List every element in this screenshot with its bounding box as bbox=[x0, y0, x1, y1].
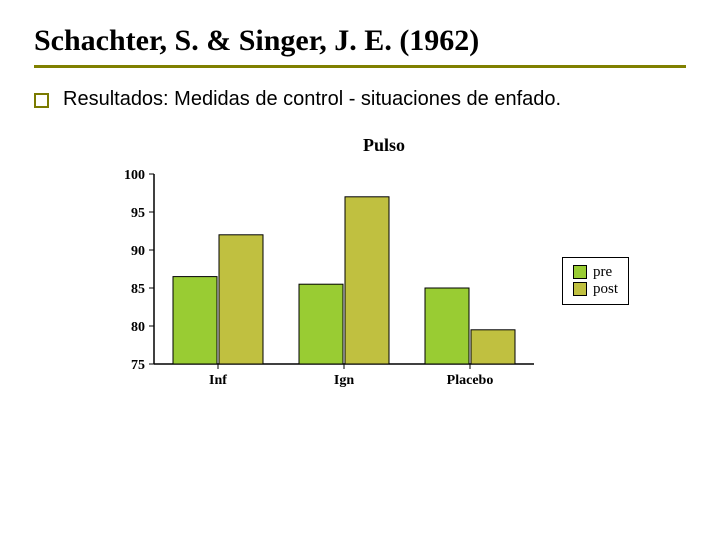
chart-container: Pulso 75 80 85 90 95 100 Inf Ign Placebo pre pos… bbox=[104, 135, 664, 392]
svg-text:100: 100 bbox=[124, 170, 145, 183]
legend-item-post: post bbox=[573, 281, 618, 298]
chart-legend: pre post bbox=[562, 257, 629, 305]
svg-text:Inf: Inf bbox=[209, 373, 227, 388]
legend-label-pre: pre bbox=[593, 264, 612, 281]
svg-text:80: 80 bbox=[131, 320, 145, 335]
svg-text:85: 85 bbox=[131, 282, 145, 297]
chart-title: Pulso bbox=[104, 135, 664, 156]
legend-item-pre: pre bbox=[573, 264, 618, 281]
svg-text:90: 90 bbox=[131, 244, 145, 259]
svg-text:Placebo: Placebo bbox=[447, 373, 494, 388]
svg-text:95: 95 bbox=[131, 206, 145, 221]
bar-chart: 75 80 85 90 95 100 Inf Ign Placebo bbox=[104, 170, 540, 392]
legend-swatch-post bbox=[573, 282, 587, 296]
svg-text:75: 75 bbox=[131, 358, 145, 373]
slide-title: Schachter, S. & Singer, J. E. (1962) bbox=[34, 24, 686, 59]
bullet-text: Resultados: Medidas de control - situaci… bbox=[63, 86, 561, 113]
legend-swatch-pre bbox=[573, 265, 587, 279]
bullet-icon bbox=[34, 93, 49, 108]
bullet-row: Resultados: Medidas de control - situaci… bbox=[34, 86, 686, 113]
legend-label-post: post bbox=[593, 281, 618, 298]
title-underline bbox=[34, 65, 686, 68]
svg-text:Ign: Ign bbox=[334, 373, 354, 388]
